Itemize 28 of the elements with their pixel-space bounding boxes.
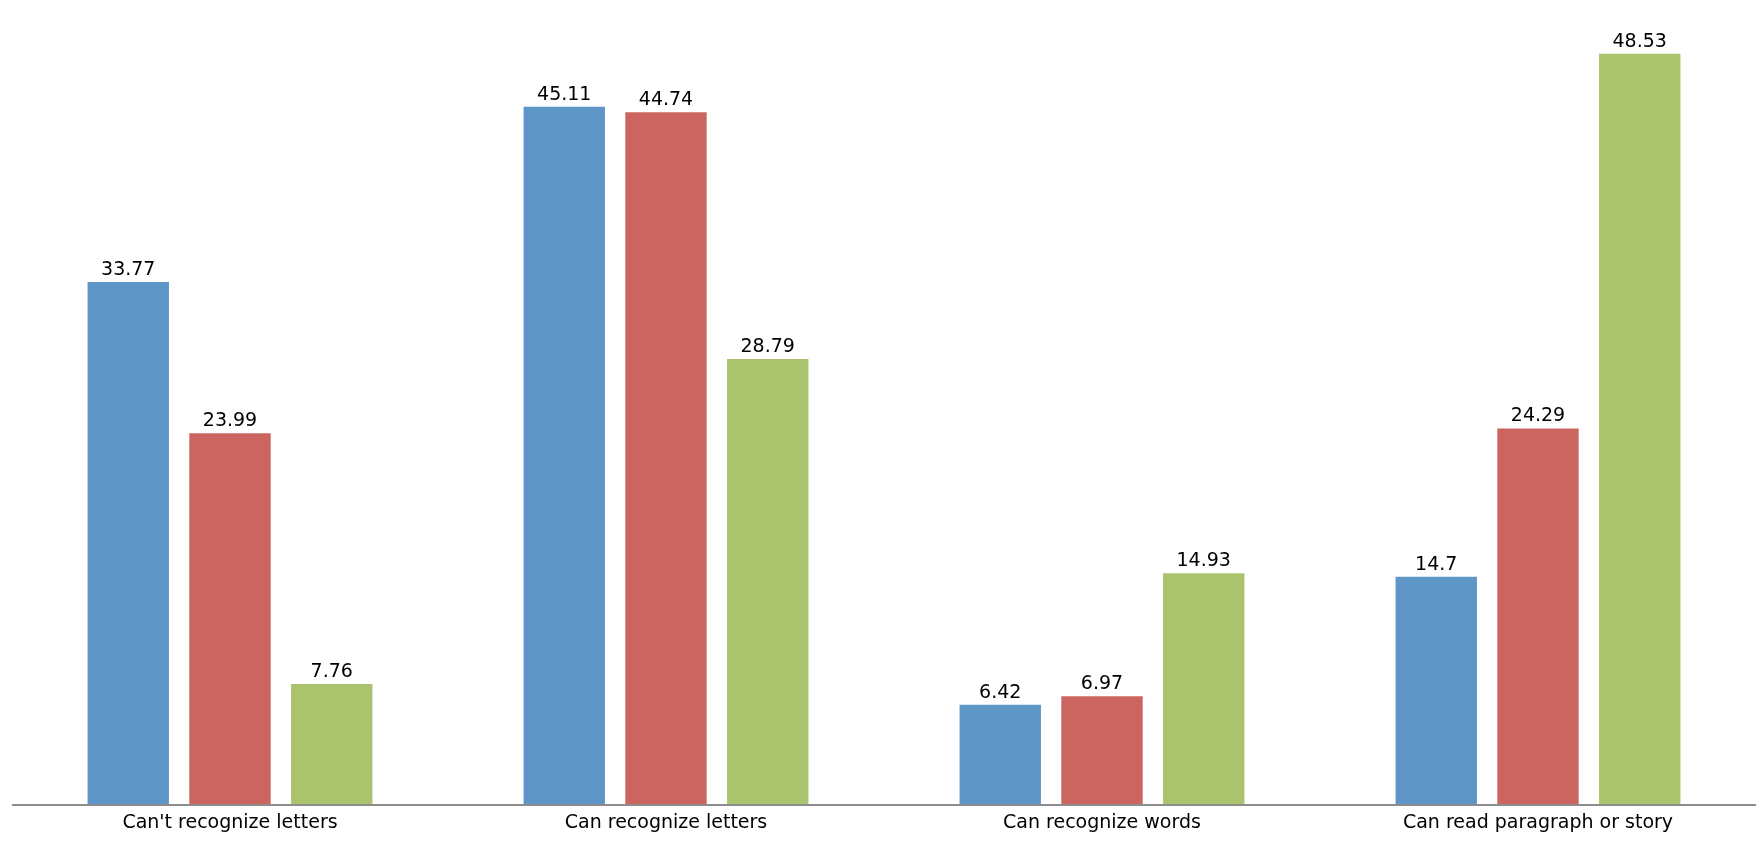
data-label: 7.76	[310, 659, 353, 682]
bar	[87, 281, 169, 804]
data-label: 33.77	[101, 256, 156, 279]
bar	[1061, 696, 1143, 804]
bar	[1163, 573, 1245, 804]
data-label: 44.74	[638, 87, 694, 110]
bar	[189, 433, 271, 804]
bar	[1599, 53, 1681, 804]
bar	[523, 106, 605, 804]
bar	[727, 358, 809, 804]
x-tick-label: Can recognize words	[1003, 810, 1201, 833]
data-label: 48.53	[1612, 28, 1667, 51]
bar	[625, 112, 707, 804]
data-label: 14.7	[1415, 551, 1458, 574]
data-label: 23.99	[202, 408, 258, 431]
x-tick-label: Can read paragraph or story	[1402, 810, 1674, 833]
bar	[1395, 576, 1477, 804]
data-label: 24.29	[1510, 403, 1566, 426]
data-label: 14.93	[1176, 548, 1231, 571]
x-tick-label: Can recognize letters	[564, 810, 768, 833]
data-label: 6.42	[979, 679, 1022, 702]
bar	[959, 704, 1041, 804]
data-label: 45.11	[537, 81, 592, 104]
bar	[1497, 428, 1579, 804]
x-tick-label: Can't recognize letters	[122, 810, 338, 833]
bar	[291, 684, 373, 804]
data-label: 28.79	[740, 333, 795, 356]
data-label: 6.97	[1080, 671, 1124, 694]
